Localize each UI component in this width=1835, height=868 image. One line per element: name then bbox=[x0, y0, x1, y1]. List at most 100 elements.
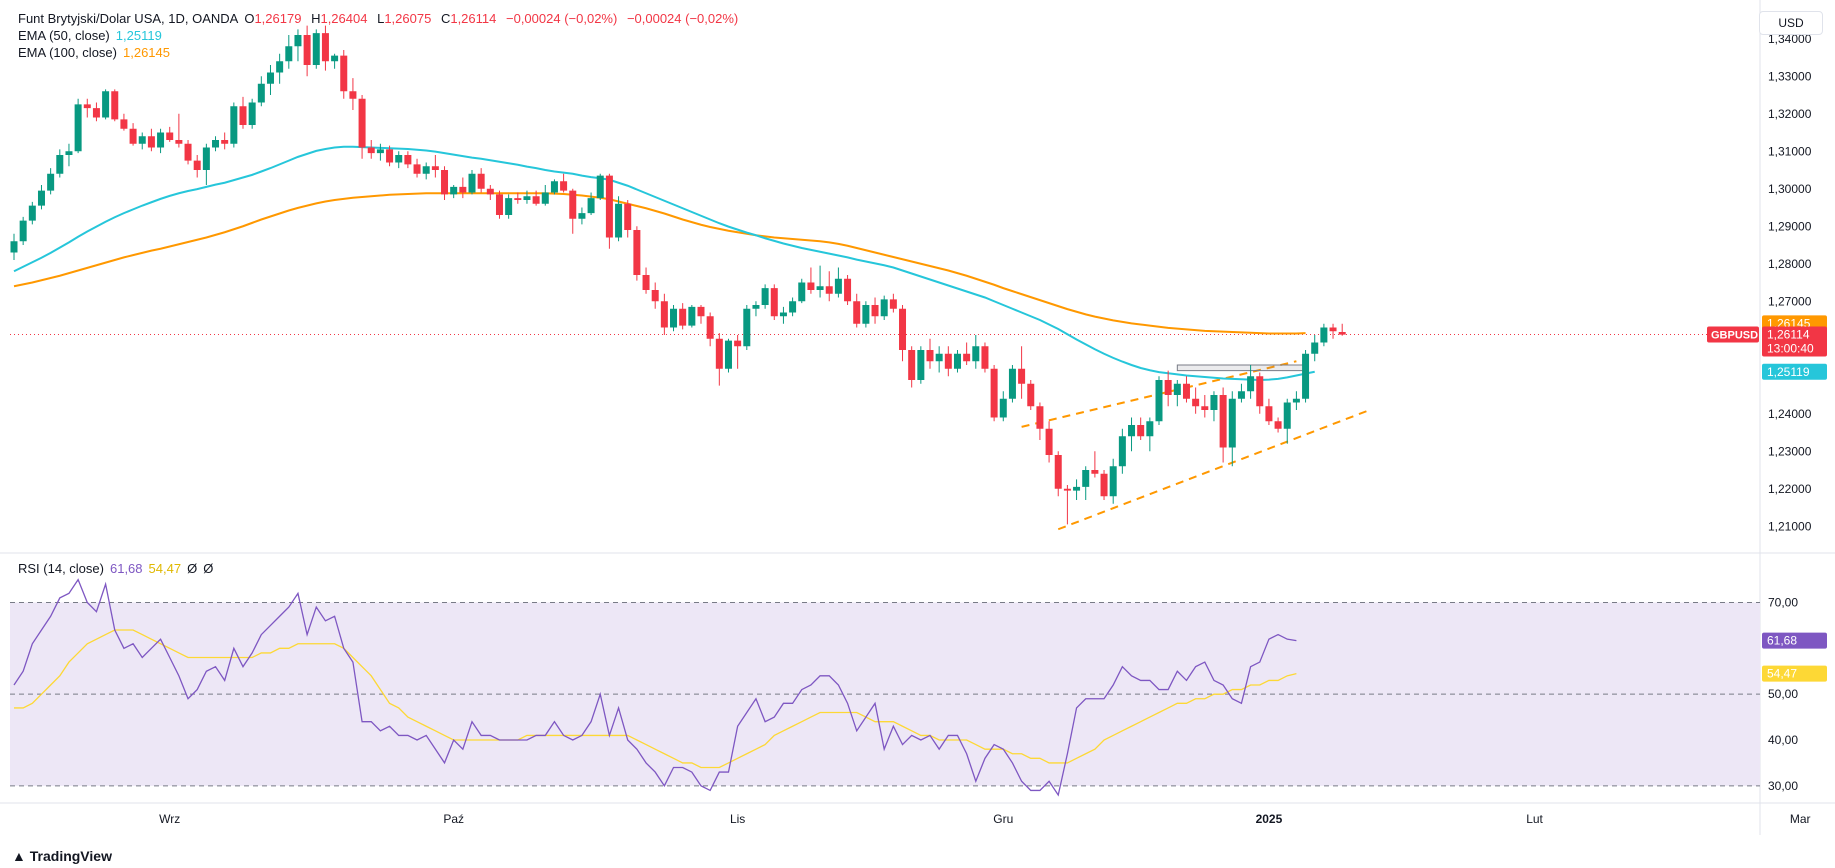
candle-body[interactable] bbox=[212, 140, 220, 148]
candle-body[interactable] bbox=[202, 147, 210, 171]
time-axis-layer[interactable]: Wrz Paź Lis Gru 2025 Lut Mar bbox=[159, 812, 1810, 826]
candle-body[interactable] bbox=[1128, 425, 1136, 437]
candle-body[interactable] bbox=[56, 155, 64, 174]
candle-body[interactable] bbox=[431, 166, 439, 170]
candle-body[interactable] bbox=[230, 106, 238, 144]
candle-body[interactable] bbox=[642, 275, 650, 290]
rsi-legend[interactable]: RSI (14, close) 61,68 54,47 Ø Ø bbox=[18, 561, 219, 577]
candle-body[interactable] bbox=[28, 205, 36, 221]
candle-body[interactable] bbox=[935, 353, 943, 362]
candle-body[interactable] bbox=[1164, 380, 1172, 395]
candle-body[interactable] bbox=[670, 308, 678, 328]
trend-line[interactable] bbox=[1057, 409, 1371, 531]
candle-body[interactable] bbox=[166, 132, 174, 141]
candle-body[interactable] bbox=[92, 108, 100, 118]
candle-body[interactable] bbox=[550, 181, 558, 193]
candle-body[interactable] bbox=[239, 106, 247, 125]
candle-body[interactable] bbox=[321, 33, 329, 62]
candle-body[interactable] bbox=[422, 166, 430, 174]
candle-body[interactable] bbox=[990, 368, 998, 418]
candle-body[interactable] bbox=[1274, 421, 1282, 429]
candle-body[interactable] bbox=[706, 316, 714, 339]
tradingview-logo[interactable]: ▲ TradingView bbox=[12, 848, 112, 864]
resistance-box[interactable] bbox=[1176, 364, 1307, 372]
candle-body[interactable] bbox=[404, 155, 412, 165]
candle-body[interactable] bbox=[358, 98, 366, 148]
symbol-tag[interactable]: GBPUSD bbox=[1707, 326, 1759, 343]
price-axis-layer[interactable]: 1,34000 1,33000 1,32000 1,31000 1,30000 1,290… bbox=[1768, 32, 1812, 793]
candle-body[interactable] bbox=[899, 308, 907, 350]
candle-body[interactable] bbox=[193, 160, 201, 170]
candle-body[interactable] bbox=[871, 305, 879, 317]
candle-body[interactable] bbox=[1027, 383, 1035, 407]
candle-body[interactable] bbox=[834, 278, 842, 294]
candle-body[interactable] bbox=[386, 149, 394, 163]
candle-body[interactable] bbox=[724, 340, 732, 369]
candle-body[interactable] bbox=[596, 175, 604, 199]
candle-body[interactable] bbox=[1338, 332, 1346, 335]
candle-body[interactable] bbox=[257, 83, 265, 103]
candle-body[interactable] bbox=[715, 338, 723, 369]
candle-body[interactable] bbox=[413, 164, 421, 174]
candle-body[interactable] bbox=[147, 136, 155, 148]
candle-body[interactable] bbox=[1311, 342, 1319, 354]
candle-body[interactable] bbox=[10, 241, 18, 253]
currency-selector[interactable]: USD bbox=[1759, 11, 1823, 35]
candle-body[interactable] bbox=[1219, 395, 1227, 448]
candle-body[interactable] bbox=[120, 119, 128, 129]
candle-body[interactable] bbox=[587, 198, 595, 214]
candle-body[interactable] bbox=[1228, 398, 1236, 448]
candle-body[interactable] bbox=[1109, 466, 1117, 497]
candle-body[interactable] bbox=[1137, 425, 1145, 437]
candle-body[interactable] bbox=[111, 91, 119, 120]
candle-body[interactable] bbox=[798, 282, 806, 302]
candle-body[interactable] bbox=[541, 192, 549, 204]
candle-body[interactable] bbox=[441, 170, 449, 195]
candle-body[interactable] bbox=[752, 305, 760, 309]
candle-body[interactable] bbox=[19, 220, 27, 242]
candle-body[interactable] bbox=[450, 186, 458, 195]
candle-body[interactable] bbox=[221, 140, 229, 144]
candle-body[interactable] bbox=[807, 282, 815, 291]
instrument-name[interactable]: Funt Brytyjski/Dolar USA, 1D, OANDA bbox=[18, 11, 239, 26]
candle-body[interactable] bbox=[266, 72, 274, 84]
candle-body[interactable] bbox=[477, 173, 485, 189]
candle-body[interactable] bbox=[624, 203, 632, 230]
candle-body[interactable] bbox=[349, 91, 357, 99]
candle-body[interactable] bbox=[1063, 488, 1071, 491]
candle-body[interactable] bbox=[376, 149, 384, 154]
candle-body[interactable] bbox=[1283, 402, 1291, 429]
candle-body[interactable] bbox=[1192, 398, 1200, 407]
candle-body[interactable] bbox=[459, 186, 467, 193]
candle-body[interactable] bbox=[1302, 353, 1310, 399]
ema100-legend[interactable]: EMA (100, close) 1,26145 bbox=[18, 45, 176, 61]
candle-body[interactable] bbox=[1054, 455, 1062, 489]
candle-body[interactable] bbox=[862, 305, 870, 324]
candle-body[interactable] bbox=[1155, 380, 1163, 422]
candle-body[interactable] bbox=[560, 181, 568, 191]
candle-body[interactable] bbox=[74, 104, 82, 152]
candle-body[interactable] bbox=[1329, 327, 1337, 332]
candle-body[interactable] bbox=[981, 346, 989, 369]
candle-body[interactable] bbox=[908, 350, 916, 380]
candle-body[interactable] bbox=[825, 286, 833, 294]
candle-body[interactable] bbox=[880, 299, 888, 317]
candle-body[interactable] bbox=[468, 173, 476, 193]
candle-body[interactable] bbox=[1036, 406, 1044, 429]
candle-body[interactable] bbox=[679, 308, 687, 326]
candle-body[interactable] bbox=[1210, 395, 1218, 410]
candle-body[interactable] bbox=[157, 132, 165, 148]
candle-body[interactable] bbox=[1091, 470, 1099, 474]
candle-body[interactable] bbox=[175, 140, 183, 144]
candle-body[interactable] bbox=[605, 175, 613, 238]
candle-body[interactable] bbox=[495, 194, 503, 215]
candle-body[interactable] bbox=[651, 290, 659, 302]
candle-body[interactable] bbox=[294, 35, 302, 47]
candle-body[interactable] bbox=[1320, 327, 1328, 343]
candle-body[interactable] bbox=[963, 353, 971, 362]
candle-body[interactable] bbox=[47, 173, 55, 191]
candle-body[interactable] bbox=[367, 147, 375, 154]
candle-body[interactable] bbox=[1082, 470, 1090, 487]
candle-body[interactable] bbox=[1292, 398, 1300, 403]
candle-body[interactable] bbox=[578, 213, 586, 219]
